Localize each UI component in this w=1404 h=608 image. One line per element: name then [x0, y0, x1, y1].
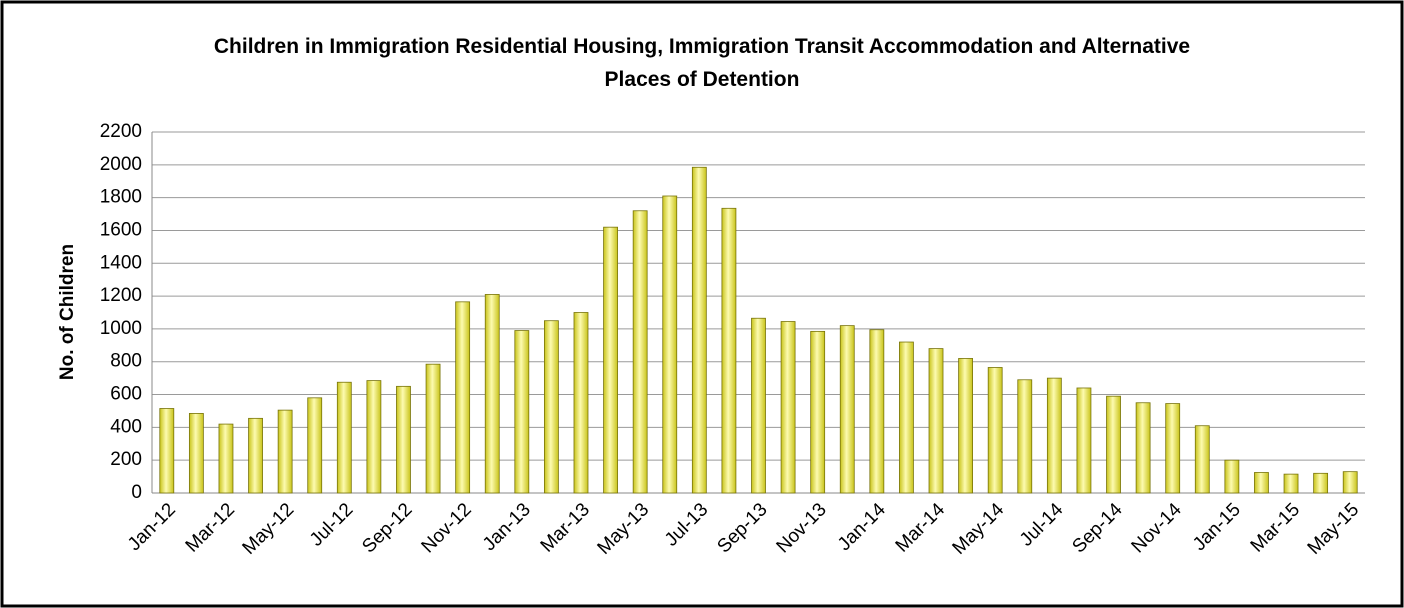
y-tick-label: 1600	[100, 219, 142, 240]
bar	[691, 166, 707, 494]
y-tick-label: 400	[110, 416, 142, 437]
bar	[603, 226, 618, 494]
y-tick-label: 800	[110, 351, 142, 372]
y-axis-label: No. of Children	[57, 244, 78, 380]
bar	[899, 341, 914, 494]
bar	[780, 321, 796, 494]
bar	[1254, 472, 1269, 494]
bar	[958, 358, 973, 494]
y-tick-label: 2000	[100, 154, 142, 175]
y-tick-label: 1800	[100, 187, 142, 208]
y-tick-label: 0	[131, 482, 142, 503]
y-tick-label: 1400	[100, 252, 142, 273]
bar	[425, 363, 441, 494]
bar	[1283, 473, 1299, 494]
bar	[484, 294, 500, 494]
y-tick-label: 1200	[100, 285, 142, 306]
y-tick-label: 200	[110, 449, 142, 470]
bar	[928, 348, 944, 494]
bar	[218, 423, 234, 494]
bar	[721, 207, 737, 494]
bar	[1313, 472, 1329, 494]
y-tick-label: 2200	[100, 121, 142, 142]
bar	[1076, 387, 1092, 494]
bar	[1194, 425, 1210, 494]
bar	[632, 210, 648, 494]
bar	[869, 329, 885, 494]
bar	[277, 409, 293, 494]
bar	[544, 320, 559, 494]
bar	[1342, 471, 1358, 494]
bar	[307, 397, 323, 494]
bar	[1135, 402, 1151, 494]
bar	[1046, 377, 1062, 494]
bar	[248, 417, 263, 494]
bar	[662, 195, 678, 494]
bar	[159, 408, 175, 494]
bar	[188, 413, 204, 494]
bar	[751, 317, 766, 494]
bar	[573, 312, 589, 494]
bar	[514, 330, 530, 494]
y-tick-label: 1000	[100, 318, 142, 339]
bar	[1224, 459, 1240, 494]
bar	[1017, 379, 1033, 494]
bar	[336, 381, 352, 494]
bar	[810, 330, 826, 494]
bar	[839, 325, 855, 494]
bar	[366, 380, 382, 494]
bar	[987, 367, 1003, 494]
bar	[1106, 395, 1121, 494]
y-tick-label: 600	[110, 384, 142, 405]
bar	[396, 385, 411, 494]
bar	[455, 301, 471, 494]
bar	[1165, 403, 1181, 494]
chart-title: Children in Immigration Residential Hous…	[213, 35, 1191, 91]
